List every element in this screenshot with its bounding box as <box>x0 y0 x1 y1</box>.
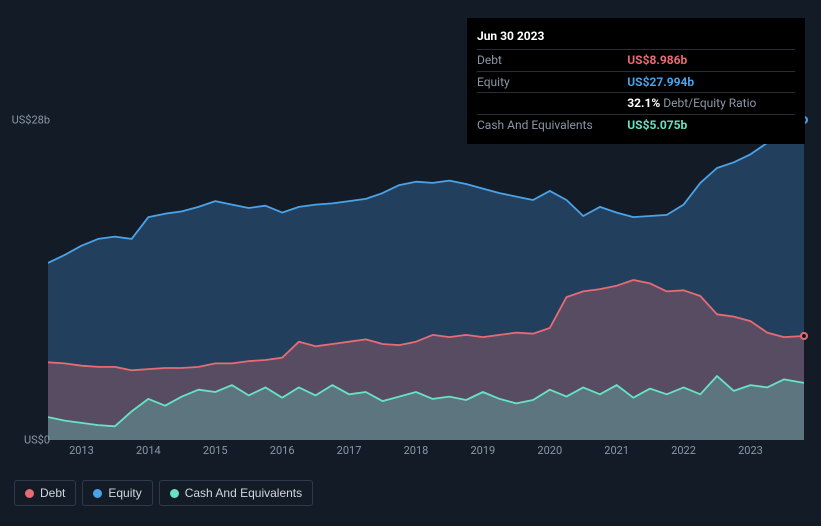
tooltip-row: Cash And EquivalentsUS$5.075b <box>477 115 795 136</box>
legend-item-cash[interactable]: Cash And Equivalents <box>159 480 313 506</box>
tooltip-row: DebtUS$8.986b <box>477 49 795 71</box>
x-axis-label: 2018 <box>404 444 429 457</box>
tooltip-row-label: Debt <box>477 49 627 71</box>
tooltip-row-value: US$5.075b <box>627 115 795 136</box>
x-axis-label: 2013 <box>69 444 94 457</box>
tooltip-row-value: US$8.986b <box>627 49 795 71</box>
legend-label: Cash And Equivalents <box>185 486 302 500</box>
x-axis: 2013 2014 2015 2016 2017 2018 2019 2020 2021 2022… <box>48 444 804 464</box>
tooltip-row-label <box>477 93 627 115</box>
x-axis-label: 2014 <box>136 444 161 457</box>
x-axis-label: 2022 <box>671 444 696 457</box>
legend-swatch-icon <box>93 489 102 498</box>
legend-label: Equity <box>108 486 141 500</box>
legend: Debt Equity Cash And Equivalents <box>14 480 313 506</box>
tooltip-row-label: Equity <box>477 71 627 93</box>
legend-swatch-icon <box>170 489 179 498</box>
x-axis-label: 2017 <box>337 444 362 457</box>
end-marker-debt <box>800 332 808 340</box>
chart-container: Jun 30 2023 DebtUS$8.986bEquityUS$27.994… <box>0 0 821 526</box>
tooltip-row-label: Cash And Equivalents <box>477 115 627 136</box>
x-axis-label: 2021 <box>604 444 629 457</box>
tooltip-row: EquityUS$27.994b <box>477 71 795 93</box>
y-axis-label: US$28b <box>12 114 50 127</box>
legend-label: Debt <box>40 486 65 500</box>
chart-area[interactable] <box>48 120 804 440</box>
legend-item-debt[interactable]: Debt <box>14 480 76 506</box>
legend-item-equity[interactable]: Equity <box>82 480 152 506</box>
tooltip-title: Jun 30 2023 <box>477 26 795 49</box>
x-axis-label: 2019 <box>470 444 495 457</box>
tooltip-table: DebtUS$8.986bEquityUS$27.994b32.1% Debt/… <box>477 49 795 136</box>
x-axis-label: 2023 <box>738 444 763 457</box>
y-axis-label: US$0 <box>24 434 50 447</box>
x-axis-label: 2020 <box>537 444 562 457</box>
tooltip-row: 32.1% Debt/Equity Ratio <box>477 93 795 115</box>
legend-swatch-icon <box>25 489 34 498</box>
tooltip-row-value: 32.1% Debt/Equity Ratio <box>627 93 795 115</box>
hover-tooltip: Jun 30 2023 DebtUS$8.986bEquityUS$27.994… <box>467 18 805 144</box>
x-axis-label: 2016 <box>270 444 295 457</box>
chart-plot: US$0US$28b 20132014201520162017201820192… <box>14 120 804 510</box>
tooltip-row-value: US$27.994b <box>627 71 795 93</box>
x-axis-label: 2015 <box>203 444 228 457</box>
